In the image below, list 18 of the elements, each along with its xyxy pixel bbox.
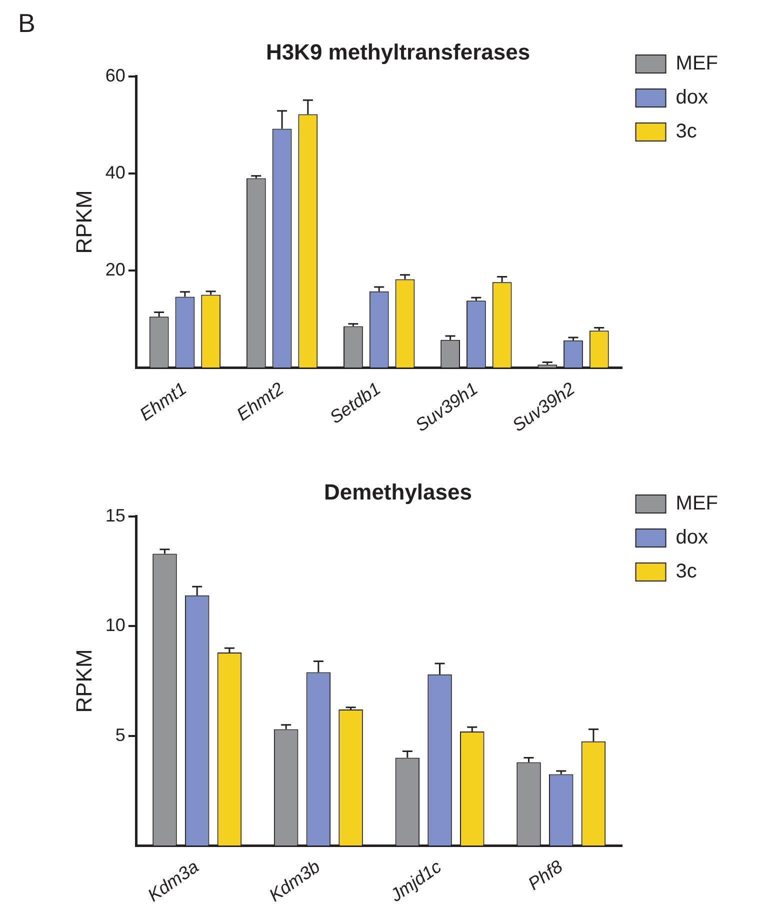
legend-label: 3c [676,560,697,583]
y-axis-title: RPKM [71,190,96,254]
y-tick-label: 20 [105,259,126,280]
legend-label: dox [676,86,708,109]
y-tick-label: 60 [105,65,126,86]
legend-label: dox [676,526,708,549]
legend-label: 3c [676,120,697,143]
x-tick-label: Phf8 [524,856,566,894]
chart-title: H3K9 methyltransferases [266,39,530,64]
legend-label: MEF [676,492,718,515]
y-tick-label: 5 [115,724,126,745]
legend-label: MEF [676,52,718,75]
text: B [17,8,36,40]
y-tick-label: 40 [105,162,126,182]
y-tick-label: 15 [105,505,126,526]
chart-title: Demethylases [324,479,472,504]
y-axis-title: RPKM [71,649,96,713]
y-tick-label: 10 [105,615,126,636]
